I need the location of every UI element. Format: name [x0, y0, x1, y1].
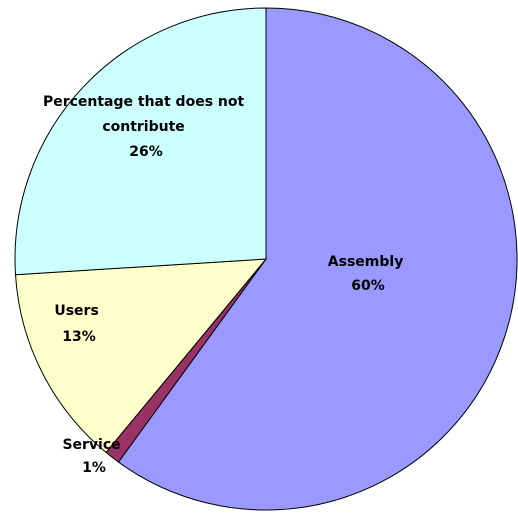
- slice-label-service: Service 1%: [62, 437, 125, 476]
- slice-label-users: Users 13%: [54, 303, 103, 345]
- pie-slice-users: [14, 258, 268, 454]
- slice-label-assembly: Assembly 60%: [328, 254, 408, 294]
- pie-slices: [14, 7, 518, 511]
- slice-label-percentage-not-contribute: Percentage that does not contribute 26%: [43, 94, 249, 160]
- pie-slice-percentage-that-does-not-contribute: [14, 7, 267, 276]
- pie-slice-assembly: [117, 7, 518, 511]
